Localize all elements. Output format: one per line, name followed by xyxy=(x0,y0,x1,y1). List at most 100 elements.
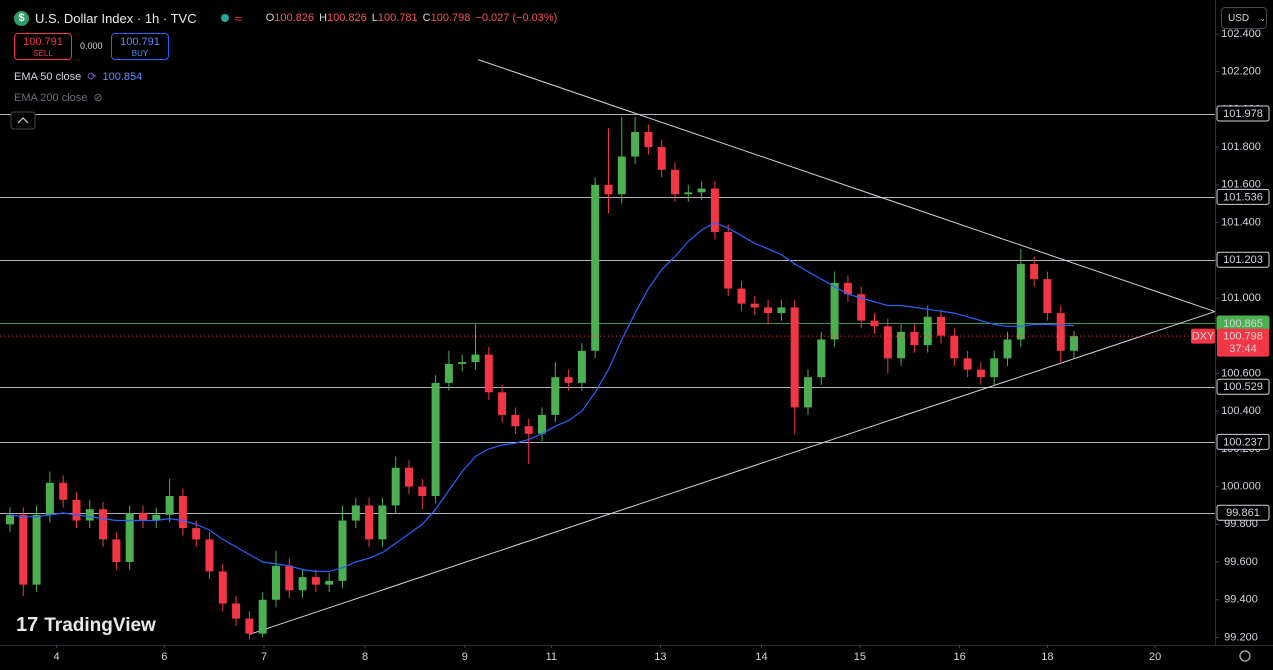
candle-body xyxy=(897,331,906,359)
y-tick-label: 101.400 xyxy=(1221,216,1261,228)
collapse-button[interactable] xyxy=(10,111,36,130)
spread: 0.000 xyxy=(80,41,103,51)
candle-body xyxy=(484,354,493,393)
ohlc-value: 100.798 xyxy=(430,12,471,24)
candle-body xyxy=(764,307,773,314)
legend-header: $ U.S. Dollar Index · 1h · TVC ≈ O100.82… xyxy=(14,9,557,27)
sell-price: 100.791 xyxy=(23,36,63,48)
level-label: 101.203 xyxy=(1223,254,1263,266)
y-tick-label: 99.800 xyxy=(1224,518,1258,530)
candle-body xyxy=(697,188,706,193)
level-label-box xyxy=(1216,188,1270,205)
ohlc-item: C100.798 xyxy=(423,12,471,24)
level-label: 101.536 xyxy=(1223,191,1263,203)
data-status: ≈ xyxy=(234,10,242,26)
candle-body xyxy=(444,363,453,383)
buy-button[interactable]: 100.791 BUY xyxy=(111,33,169,60)
x-tick-label: 6 xyxy=(161,651,167,663)
candle-body xyxy=(138,512,147,521)
ohlc-value: 100.826 xyxy=(327,12,367,24)
ohlc-change: −0.027 (−0.03%) xyxy=(475,12,558,24)
price-label-box xyxy=(1217,328,1269,357)
candle-body xyxy=(937,316,946,336)
candle-body xyxy=(298,577,307,591)
ohlc-value: 100.826 xyxy=(274,12,315,24)
currency: USD xyxy=(1228,12,1250,24)
trendline xyxy=(249,311,1216,635)
candle-body xyxy=(511,414,520,427)
x-tick-label: 20 xyxy=(1149,651,1161,663)
y-tick-label: 100.000 xyxy=(1221,480,1261,492)
indicator-value: 100.854 xyxy=(102,70,143,83)
candle-body xyxy=(537,414,546,434)
settings-icon[interactable] xyxy=(1239,650,1251,662)
brand-icon: 17 xyxy=(16,614,39,636)
candle-body xyxy=(365,505,374,540)
candle-body xyxy=(830,282,839,340)
y-tick-label: 100.600 xyxy=(1221,367,1261,379)
indicator-icon: ⟳ xyxy=(87,71,97,83)
candle-body xyxy=(471,354,480,363)
candle-body xyxy=(285,565,294,591)
candle-body xyxy=(458,362,467,364)
indicator-row[interactable]: EMA 200 close ⊘ xyxy=(14,91,103,105)
plot xyxy=(0,59,1216,640)
candle-body xyxy=(258,599,267,634)
candle-body xyxy=(710,188,719,232)
candle-body xyxy=(1003,339,1012,359)
level-label-box xyxy=(1216,251,1270,268)
candle-body xyxy=(271,565,280,600)
candle-body xyxy=(232,603,241,619)
symbol-tag: DXY xyxy=(1192,330,1215,342)
x-tick-label: 16 xyxy=(954,651,966,663)
currency-select[interactable]: USD ⌄ xyxy=(1221,7,1267,29)
ohlc-key: C xyxy=(422,12,431,24)
candle-body xyxy=(591,184,600,351)
ohlc-item: L100.781 xyxy=(372,12,418,24)
candle-body xyxy=(950,335,959,359)
symbol-logo: $ xyxy=(14,10,29,26)
sell-button[interactable]: 100.791 SELL xyxy=(14,33,72,60)
indicator-name: EMA 50 close xyxy=(14,70,82,83)
ohlc-key: O xyxy=(265,12,275,24)
candle-body xyxy=(32,514,41,585)
candle-body xyxy=(564,377,573,383)
candle-body xyxy=(205,539,214,572)
candle-body xyxy=(72,499,81,521)
candle-body xyxy=(1056,313,1065,351)
candle-body xyxy=(551,377,560,415)
x-tick-label: 8 xyxy=(362,651,368,663)
candle-body xyxy=(790,307,799,408)
x-tick-label: 15 xyxy=(854,651,866,663)
symbol-title[interactable]: U.S. Dollar Index · 1h · TVC xyxy=(35,10,197,26)
collapse-icon xyxy=(17,117,29,124)
trendline xyxy=(477,59,1216,313)
candle-body xyxy=(112,539,121,563)
x-tick-label: 13 xyxy=(654,651,666,663)
x-tick-label: 9 xyxy=(462,651,468,663)
y-tick-label: 101.800 xyxy=(1221,141,1261,153)
y-tick-label: 102.400 xyxy=(1221,28,1261,40)
level-label-box xyxy=(1216,433,1270,450)
candle-body xyxy=(777,307,786,314)
y-tick-label: 99.400 xyxy=(1224,594,1258,606)
candle-body xyxy=(431,382,440,497)
candle-body xyxy=(843,282,852,295)
candle-body xyxy=(311,577,320,585)
candle-body xyxy=(338,520,347,581)
level-label: 100.237 xyxy=(1223,436,1263,448)
candle-body xyxy=(245,618,254,634)
buy-label: BUY xyxy=(131,49,149,58)
level-label: 100.865 xyxy=(1223,318,1263,330)
candle-body xyxy=(923,316,932,346)
indicator-row[interactable]: EMA 50 close ⟳ 100.854 xyxy=(14,70,143,84)
indicator-name: EMA 200 close xyxy=(14,91,88,104)
candle-body xyxy=(418,486,427,497)
level-label: 99.861 xyxy=(1226,507,1260,519)
hidden-icon: ⊘ xyxy=(93,92,103,104)
candle-body xyxy=(1043,279,1052,314)
candle-body xyxy=(1016,264,1025,340)
candle-body xyxy=(165,496,174,515)
